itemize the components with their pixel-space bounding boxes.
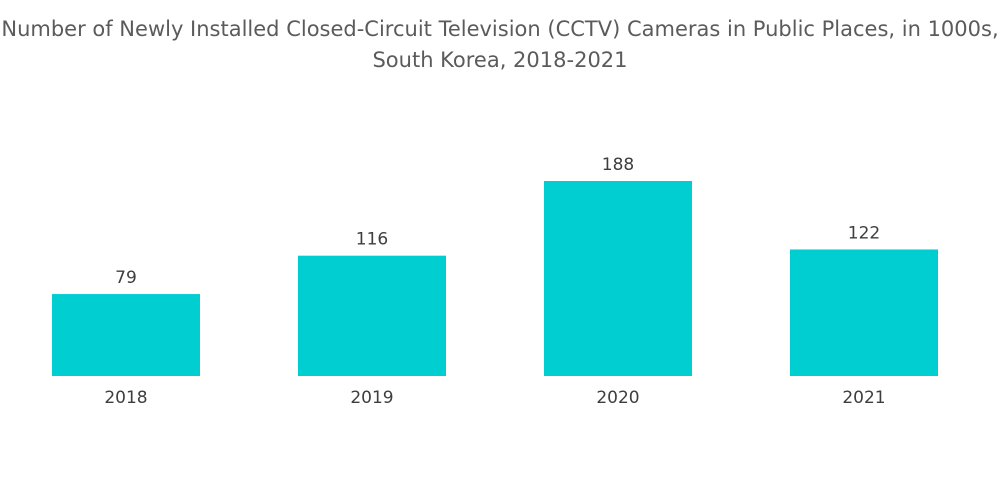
x-tick-label-2021: 2021 [842, 388, 885, 408]
data-label-2020: 188 [602, 155, 634, 175]
x-tick-label-2020: 2020 [596, 388, 639, 408]
data-label-2021: 122 [848, 223, 880, 243]
x-tick-label-2019: 2019 [350, 388, 393, 408]
data-label-2019: 116 [356, 230, 388, 250]
x-tick-label-2018: 2018 [104, 388, 147, 408]
data-label-2018: 79 [115, 268, 137, 288]
bar-2019 [298, 255, 446, 376]
chart-title: Number of Newly Installed Closed-Circuit… [1, 17, 999, 72]
bar-2021 [790, 249, 938, 376]
bar-2020 [544, 181, 692, 376]
bar-2018 [52, 294, 200, 376]
